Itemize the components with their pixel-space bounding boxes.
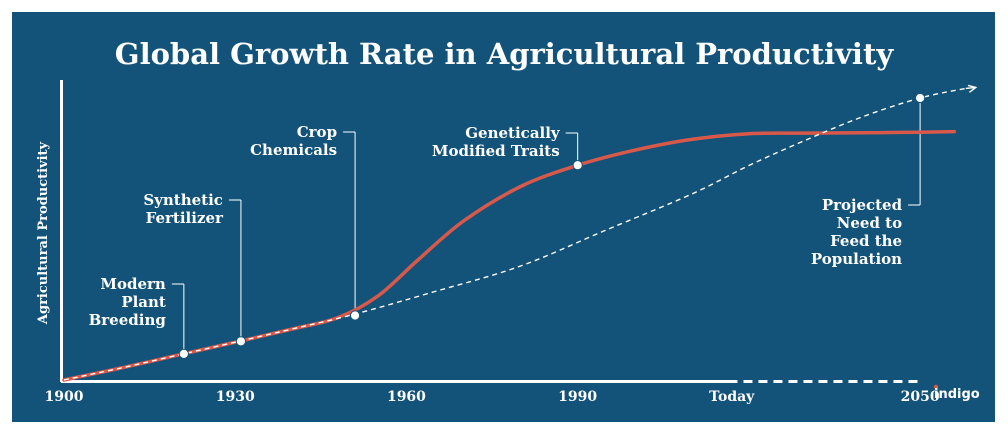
annotation-label-line: Modern — [100, 275, 166, 293]
annotation-label: Synthetic Fertilizer — [143, 191, 224, 227]
annotation-leaders — [171, 98, 921, 354]
chart-panel — [12, 12, 995, 422]
milestone-marker — [572, 160, 583, 171]
milestone-marker — [914, 92, 926, 104]
annotation-labels: Modern Plant Breeding Synthetic Fertilizer Cr… — [89, 123, 903, 329]
annotation-label-line: Modified Traits — [432, 142, 560, 160]
annotation-label-line: Synthetic — [143, 191, 223, 209]
annotation-label-line: Crop — [297, 123, 337, 141]
indigo-logo: indigo — [933, 384, 980, 402]
projected-need-series-line — [63, 87, 966, 381]
annotation-label-line: Chemicals — [250, 141, 337, 159]
annotation-label-line: Need to — [837, 214, 902, 232]
annotation-label: Modern Plant Breeding — [89, 275, 167, 329]
milestone-markers — [178, 92, 926, 359]
logo-dot — [933, 384, 939, 390]
milestone-marker — [235, 336, 247, 347]
annotation-label-line: Plant — [121, 293, 166, 311]
x-tick-label: 1900 — [45, 389, 84, 405]
x-tick-label: 2050 — [901, 389, 940, 405]
annotation-label-line: Population — [811, 250, 902, 268]
milestone-marker — [178, 348, 189, 359]
series-layer — [62, 84, 978, 382]
annotation-label-line: Fertilizer — [146, 209, 224, 227]
x-tick-label: Today — [709, 389, 755, 405]
annotation-label: Genetically Modified Traits — [432, 124, 561, 160]
annotation-label-line: Feed the — [830, 232, 902, 250]
projected-need-arrowhead — [967, 84, 978, 93]
annotation-label: Crop Chemicals — [250, 123, 337, 159]
annotation-label-line: Genetically — [465, 124, 561, 142]
logo-wordmark: indigo — [934, 387, 980, 402]
x-tick-label: 1990 — [558, 389, 597, 405]
x-tick-label: 1960 — [387, 389, 426, 405]
annotation-label-line: Breeding — [89, 311, 167, 329]
chart-title: Global Growth Rate in Agricultural Produ… — [115, 37, 895, 71]
y-axis-label: Agricultural Productivity — [36, 141, 51, 325]
annotation-label: Projected Need to Feed the Population — [811, 196, 903, 268]
milestone-marker — [349, 310, 361, 321]
annotation-label-line: Projected — [822, 196, 903, 214]
x-tick-labels: 1900 1930 1960 1990 Today 2050 — [45, 389, 940, 405]
x-tick-label: 1930 — [216, 389, 255, 405]
